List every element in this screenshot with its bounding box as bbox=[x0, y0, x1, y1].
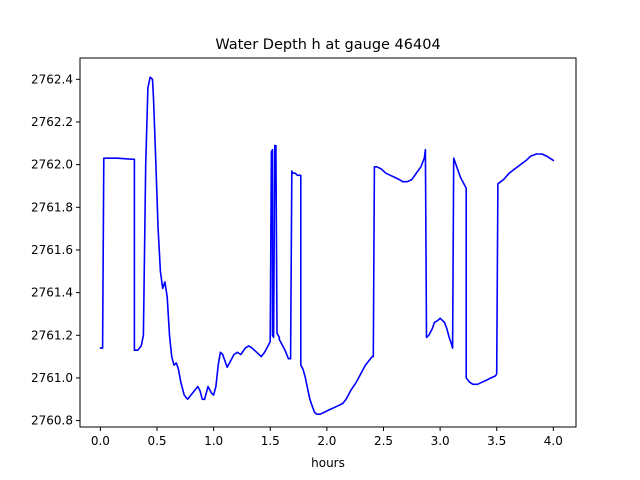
y-axis: 2760.8 2761.0 2761.2 2761.4 2761.6 2761.8 2762… bbox=[31, 72, 80, 428]
x-tick-label: 2.0 bbox=[317, 434, 336, 448]
x-tick-label: 4.0 bbox=[544, 434, 563, 448]
plot-frame bbox=[79, 57, 577, 428]
x-tick-label: 0.0 bbox=[91, 434, 110, 448]
x-tick-label: 1.0 bbox=[204, 434, 223, 448]
y-tick-label: 2761.2 bbox=[31, 328, 73, 342]
chart-title: Water Depth h at gauge 46404 bbox=[215, 37, 440, 53]
x-tick-label: 2.5 bbox=[374, 434, 393, 448]
x-tick-label: 3.5 bbox=[487, 434, 506, 448]
y-tick-label: 2762.2 bbox=[31, 115, 73, 129]
series-line bbox=[99, 76, 555, 416]
x-tick-label: 1.5 bbox=[261, 434, 280, 448]
y-tick-label: 2762.4 bbox=[31, 72, 73, 86]
x-axis-title: hours bbox=[311, 456, 345, 470]
x-tick-label: 0.5 bbox=[147, 434, 166, 448]
y-tick-label: 2761.0 bbox=[31, 371, 73, 385]
x-axis: 0.0 0.5 1.0 1.5 2.0 2.5 3.0 3.5 4.0 bbox=[91, 427, 563, 448]
plot-area bbox=[99, 76, 555, 416]
y-tick-label: 2762.0 bbox=[31, 158, 73, 172]
y-tick-label: 2760.8 bbox=[31, 414, 73, 428]
y-tick-label: 2761.6 bbox=[31, 243, 73, 257]
y-tick-label: 2761.4 bbox=[31, 286, 73, 300]
x-tick-label: 3.0 bbox=[431, 434, 450, 448]
y-tick-label: 2761.8 bbox=[31, 200, 73, 214]
